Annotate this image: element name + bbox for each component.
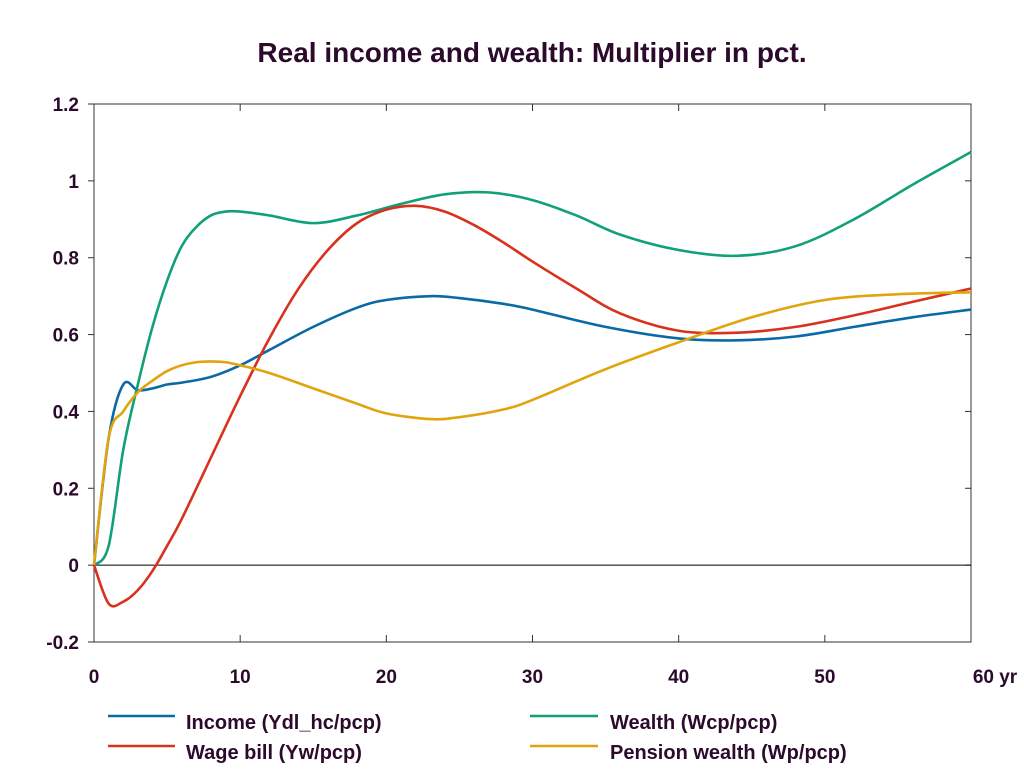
y-tick-label: 0.6: [53, 326, 79, 347]
y-tick-label: 0: [68, 556, 79, 577]
legend-label: Wage bill (Yw/pcp): [186, 742, 362, 764]
x-tick-label: 0: [89, 667, 100, 688]
y-tick-label: 1: [68, 172, 79, 193]
series-line-pension: [92, 291, 972, 566]
y-tick-label: 0.2: [53, 479, 79, 500]
x-tick-label: 40: [668, 667, 689, 688]
y-tick-label: 0.8: [53, 249, 79, 270]
y-tick-label: -0.2: [46, 633, 79, 654]
y-tick-label: 1.2: [53, 95, 79, 116]
axes: -0.2 0 0.2 0.4 0.6 0.8 1 1.2 0 10 20 30 40 50 60 yr: [46, 95, 1018, 688]
legend-label: Wealth (Wcp/pcp): [610, 712, 777, 734]
x-tick-label: 30: [522, 667, 543, 688]
x-tick-label: 10: [230, 667, 251, 688]
series-line-wealth: [92, 150, 972, 567]
series-lines: [92, 150, 972, 608]
series-line-income: [92, 294, 972, 566]
legend-label: Income (Ydl_hc/pcp): [186, 712, 382, 734]
x-tick-label: 50: [814, 667, 835, 688]
x-tick-label: 60 yr: [973, 667, 1018, 688]
legend-label: Pension wealth (Wp/pcp): [610, 742, 847, 764]
y-tick-label: 0.4: [53, 402, 80, 423]
x-tick-label: 20: [376, 667, 397, 688]
chart-title: Real income and wealth: Multiplier in pc…: [257, 37, 806, 68]
series-line-wage: [92, 204, 972, 608]
legend: Income (Ydl_hc/pcp) Wealth (Wcp/pcp) Wage …: [108, 712, 847, 764]
